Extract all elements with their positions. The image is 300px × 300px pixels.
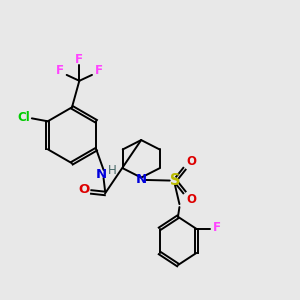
Text: O: O — [186, 193, 196, 206]
Text: O: O — [186, 155, 196, 168]
Text: N: N — [136, 173, 147, 187]
Text: N: N — [96, 168, 107, 181]
Text: H: H — [107, 164, 116, 177]
Text: S: S — [170, 173, 180, 188]
Text: F: F — [56, 64, 64, 77]
Text: F: F — [95, 64, 103, 77]
Text: F: F — [213, 221, 221, 235]
Text: Cl: Cl — [18, 111, 31, 124]
Text: F: F — [75, 53, 83, 66]
Text: O: O — [78, 183, 89, 196]
